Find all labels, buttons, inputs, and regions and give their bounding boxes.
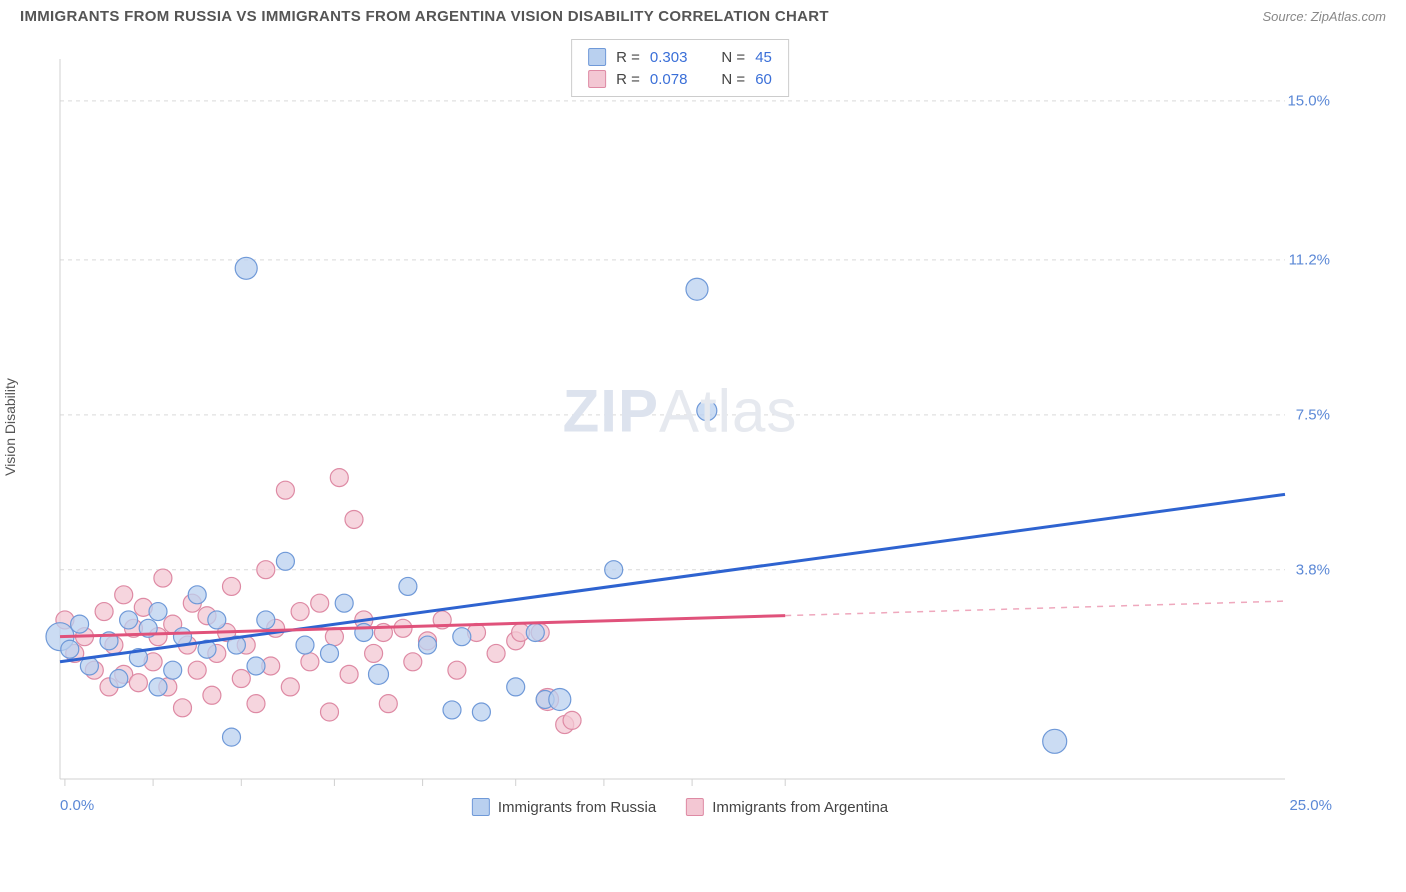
bottom-legend: Immigrants from Russia Immigrants from A… [472, 798, 888, 816]
stats-swatch-1 [588, 70, 606, 88]
stats-n-label-1: N = [721, 71, 745, 88]
stats-swatch-0 [588, 48, 606, 66]
y-tick-label: 7.5% [1296, 406, 1330, 423]
scatter-chart [20, 29, 1340, 824]
chart-title: IMMIGRANTS FROM RUSSIA VS IMMIGRANTS FRO… [20, 8, 829, 25]
x-max-label: 25.0% [1289, 797, 1332, 814]
stats-r-label-0: R = [616, 49, 640, 66]
source-attribution: Source: ZipAtlas.com [1262, 9, 1386, 24]
legend-item-1: Immigrants from Argentina [686, 798, 888, 816]
y-tick-label: 15.0% [1287, 92, 1330, 109]
legend-label-1: Immigrants from Argentina [712, 799, 888, 816]
legend-item-0: Immigrants from Russia [472, 798, 656, 816]
legend-swatch-1 [686, 798, 704, 816]
chart-container: Vision Disability ZIPAtlas R = 0.303 N =… [20, 29, 1340, 824]
y-axis-label: Vision Disability [2, 378, 18, 476]
stats-n-0: 45 [755, 49, 772, 66]
y-tick-label: 11.2% [1289, 251, 1330, 268]
legend-swatch-0 [472, 798, 490, 816]
stats-r-1: 0.078 [650, 71, 688, 88]
stats-row-1: R = 0.078 N = 60 [588, 68, 772, 90]
stats-row-0: R = 0.303 N = 45 [588, 46, 772, 68]
stats-n-label-0: N = [721, 49, 745, 66]
stats-r-label-1: R = [616, 71, 640, 88]
x-min-label: 0.0% [60, 797, 94, 814]
stats-legend-box: R = 0.303 N = 45 R = 0.078 N = 60 [571, 39, 789, 97]
legend-label-0: Immigrants from Russia [498, 799, 656, 816]
stats-r-0: 0.303 [650, 49, 688, 66]
stats-n-1: 60 [755, 71, 772, 88]
y-tick-label: 3.8% [1296, 561, 1330, 578]
